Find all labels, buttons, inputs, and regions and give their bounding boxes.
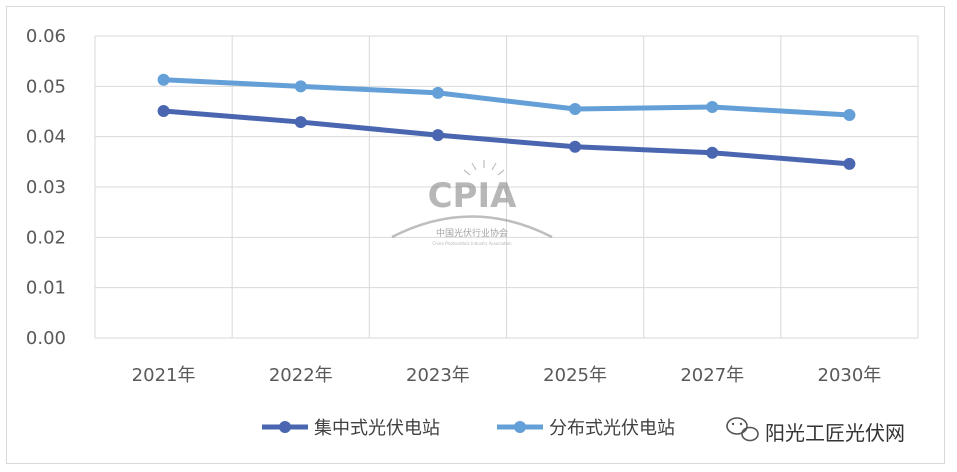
series-1 [157, 104, 856, 170]
y-tick-label: 0.02 [26, 227, 66, 248]
x-tick-label: 2023年 [406, 365, 470, 386]
legend-item-1: 集中式光伏电站 [262, 418, 440, 439]
data-point [157, 104, 170, 117]
y-tick-label: 0.05 [26, 76, 66, 97]
data-point [706, 100, 719, 113]
data-point [294, 80, 307, 93]
cpia-watermark: CPIA 中国光伏行业协会 China Photovoltaic Industr… [391, 160, 553, 246]
data-point [843, 157, 856, 170]
x-axis-ticks: 2021年 2022年 2023年 2025年 2027年 2030年 [132, 365, 882, 386]
legend-marker-1 [279, 421, 291, 433]
data-point [706, 146, 719, 159]
sun-rays-icon [463, 160, 505, 176]
legend-item-2: 分布式光伏电站 [497, 418, 675, 439]
grid-lines [94, 35, 919, 339]
series-2 [157, 73, 856, 122]
y-tick-label: 0.01 [26, 278, 66, 299]
wechat-icon [726, 417, 759, 442]
x-tick-label: 2022年 [269, 365, 333, 386]
data-point [569, 140, 582, 153]
series-layer [157, 73, 856, 170]
x-tick-label: 2027年 [680, 365, 744, 386]
source-badge: 阳光工匠光伏网 [726, 417, 905, 445]
x-tick-label: 2021年 [132, 365, 196, 386]
y-tick-label: 0.04 [26, 127, 66, 148]
y-axis-ticks: 0.00 0.01 0.02 0.03 0.04 0.05 0.06 [26, 26, 66, 349]
x-tick-label: 2030年 [818, 365, 882, 386]
series-line [161, 77, 852, 118]
data-point [294, 116, 307, 129]
watermark-arc [391, 215, 553, 239]
y-tick-label: 0.06 [26, 26, 66, 47]
source-badge-text: 阳光工匠光伏网 [765, 421, 905, 445]
series-line [161, 108, 852, 167]
legend: 集中式光伏电站 分布式光伏电站 [262, 418, 675, 439]
watermark-org-name: 中国光伏行业协会 [436, 227, 508, 239]
legend-label-2: 分布式光伏电站 [549, 418, 675, 439]
watermark-logo-text: CPIA [428, 176, 518, 216]
legend-label-1: 集中式光伏电站 [314, 418, 440, 439]
data-point [569, 102, 582, 115]
data-point [157, 73, 170, 86]
y-tick-label: 0.00 [26, 328, 66, 349]
data-point [431, 129, 444, 142]
y-tick-label: 0.03 [26, 177, 66, 198]
legend-marker-2 [514, 421, 526, 433]
data-point [431, 86, 444, 99]
x-tick-label: 2025年 [543, 365, 607, 386]
watermark-org-name-en: China Photovoltaic Industry Association [432, 241, 512, 246]
data-point [843, 109, 856, 122]
